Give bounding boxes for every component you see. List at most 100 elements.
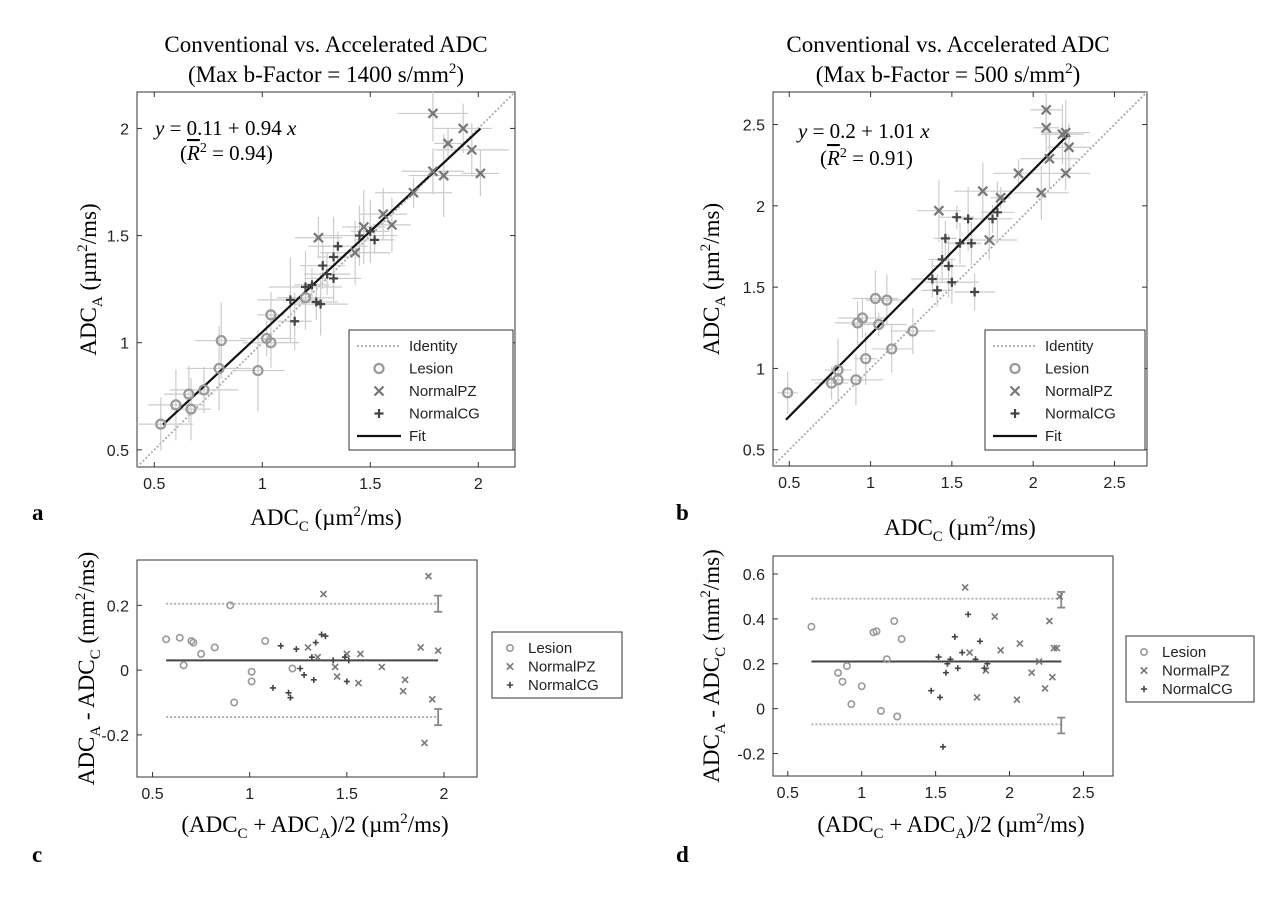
data-point-normalpz: [442, 138, 454, 149]
r-squared: (R2 = 0.94): [180, 141, 273, 165]
data-point-lesion: [869, 292, 882, 305]
xl-mid: + ADC: [248, 812, 320, 837]
xl-sub2: A: [319, 826, 330, 842]
subtitle-text: (Max b-Factor = 500 s/mm: [816, 62, 1065, 87]
legend-label: Lesion: [1045, 361, 1089, 378]
y-axis-label: ADCA - ADCC (mm2/ms): [698, 549, 729, 782]
data-point-normalcg: [955, 238, 965, 248]
x-tick-label: 0.5: [778, 475, 800, 492]
data-point-normalpz: [1048, 673, 1056, 681]
y-tick-label: 1: [756, 361, 765, 378]
xl-main: ADC: [250, 505, 299, 530]
xl-sub: C: [933, 529, 943, 545]
x-tick-label: 2.5: [1072, 785, 1094, 802]
data-point-normalpz: [997, 646, 1005, 654]
legend-label: NormalCG: [1162, 681, 1233, 698]
data-point-lesion: [185, 403, 197, 415]
data-point-normalpz: [427, 166, 439, 177]
data-point-normalcg: [940, 233, 950, 243]
legend-box: [491, 631, 623, 699]
data-point-normalcg: [285, 295, 295, 305]
legend-label: Lesion: [528, 640, 572, 657]
data-point-normalpz: [983, 234, 995, 246]
data-point-normalcg: [316, 299, 326, 309]
data-point-normalcg: [329, 273, 339, 283]
data-point-normalcg: [290, 316, 300, 326]
xl-mid: + ADC: [884, 812, 956, 837]
data-point-lesion: [215, 334, 227, 347]
subtitle-sup: 2: [1065, 61, 1073, 77]
r2-open: (: [180, 141, 187, 165]
data-point-lesion: [189, 638, 198, 647]
data-point-lesion: [847, 700, 856, 709]
y-tick-label: 1.5: [743, 280, 765, 297]
data-point-normalpz: [314, 653, 322, 661]
data-point-normalcg: [308, 654, 315, 661]
data-point-normalcg: [927, 274, 937, 284]
data-point-normalpz: [475, 168, 486, 179]
plot-frame: [136, 559, 478, 778]
plot-area: [137, 92, 515, 467]
data-point-lesion: [838, 677, 847, 686]
eq-x: x: [286, 116, 297, 140]
xl-tail: /ms): [408, 812, 449, 837]
yl-sub2: C: [713, 647, 729, 657]
data-point-normalpz: [408, 187, 419, 198]
yl-tail: /ms): [74, 552, 99, 593]
yl-sub1: A: [88, 726, 104, 737]
y-tick-label: 0.2: [107, 598, 129, 615]
y-tick-label: -0.2: [737, 747, 765, 764]
data-point-normalpz: [1013, 168, 1024, 179]
data-point-lesion: [881, 294, 893, 306]
r-squared: (R2 = 0.91): [820, 146, 913, 170]
y-axis-label: ADCA - ADCC (mm2/ms): [73, 552, 104, 785]
data-point-normalpz: [399, 687, 407, 695]
data-point-normalcg: [341, 654, 348, 661]
eq-x: x: [919, 119, 930, 143]
yl-main: ADC: [74, 737, 99, 786]
data-point-normalpz: [428, 695, 436, 703]
data-point-normalcg: [343, 678, 350, 685]
lower-loa-ci: [1057, 716, 1066, 735]
data-point-normalpz: [417, 643, 425, 652]
data-point-lesion: [857, 682, 866, 691]
data-point-normalpz: [427, 108, 439, 119]
data-point-lesion: [179, 661, 188, 670]
data-point-normalcg: [984, 660, 991, 667]
data-point-lesion: [299, 292, 312, 304]
y-tick-label: 0.4: [743, 612, 765, 629]
x-axis-label: (ADCC + ADCA)/2 (µm2/ms): [181, 811, 448, 842]
data-point-normalcg: [992, 207, 1002, 217]
eq-body: = 0.11 + 0.94: [164, 116, 287, 140]
data-point-lesion: [288, 664, 297, 673]
xl-open: (ADC: [817, 812, 873, 837]
legend-box: [348, 329, 514, 451]
data-point-normalpz: [319, 590, 328, 598]
data-point-normalcg: [928, 687, 935, 694]
y-axis-label: ADCA (µm2/ms): [698, 203, 729, 355]
xl-sub1: C: [238, 826, 248, 842]
data-point-normalcg: [307, 280, 317, 290]
data-point-lesion: [265, 337, 277, 349]
fit-equation: y = 0.2 + 1.01 x: [796, 119, 930, 143]
data-point-normalpz: [973, 693, 981, 701]
data-point-normalcg: [959, 649, 966, 656]
data-point-normalpz: [1063, 142, 1075, 153]
data-point-normalpz: [995, 192, 1006, 203]
legend-label: NormalCG: [528, 677, 599, 694]
data-point-normalpz: [377, 208, 389, 220]
subtitle-sup: 2: [449, 61, 457, 77]
data-point-normalcg: [301, 671, 308, 678]
y-tick-label: -0.2: [101, 728, 129, 745]
panel-label: d: [676, 842, 689, 867]
chart-title: Conventional vs. Accelerated ADC: [786, 32, 1109, 57]
legend-label: Lesion: [409, 361, 453, 378]
data-point-normalpz: [457, 123, 469, 134]
x-axis-label: ADCC (µm2/ms): [250, 504, 402, 535]
yl-rest: (µm: [76, 252, 101, 297]
data-point-normalcg: [285, 689, 292, 696]
data-point-normalpz: [356, 650, 364, 658]
data-point-normalpz: [401, 676, 409, 684]
